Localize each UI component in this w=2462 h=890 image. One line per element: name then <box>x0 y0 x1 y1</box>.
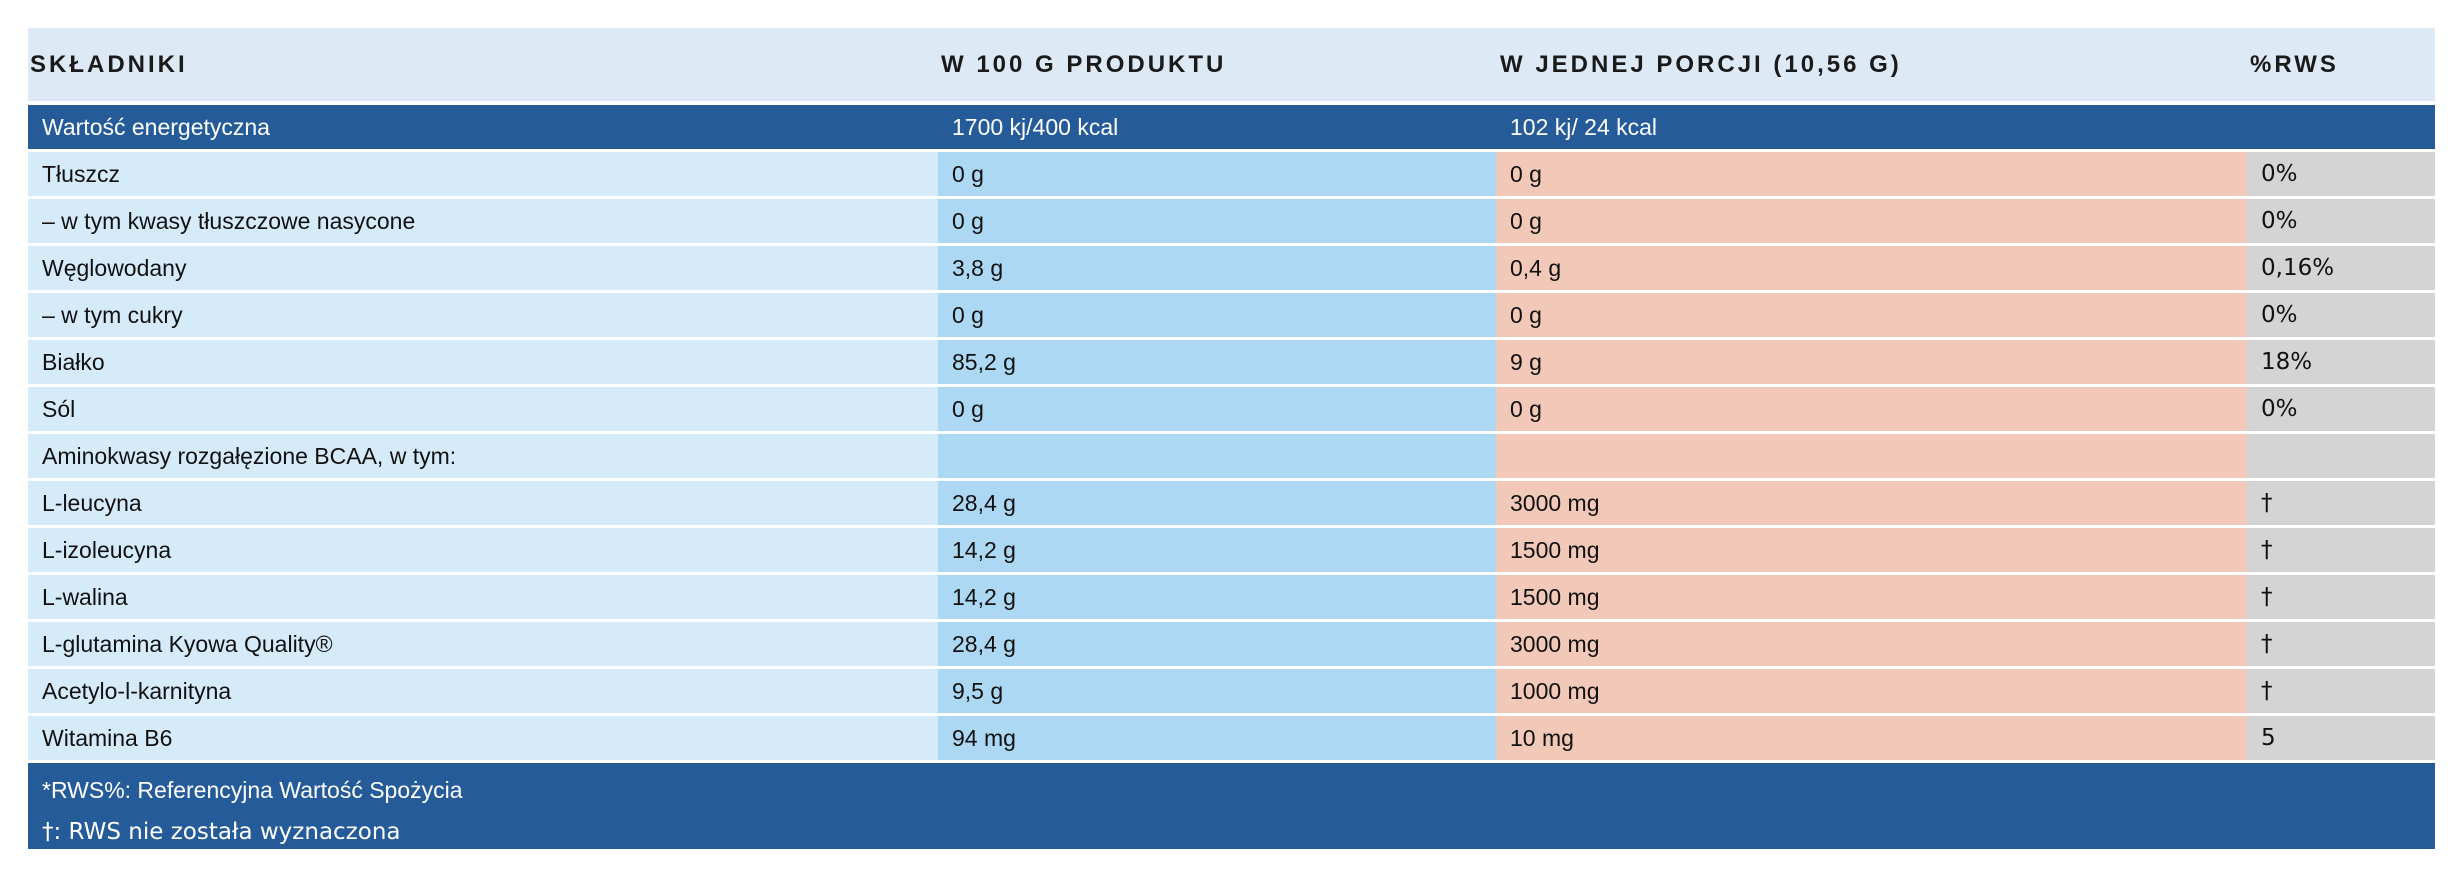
table-row: L-glutamina Kyowa Quality® 28,4 g 3000 mg † <box>28 619 2435 668</box>
value-per-100g: 3,8 g <box>938 243 1496 292</box>
value-per-100g: 28,4 g <box>938 619 1496 668</box>
ingredient-name: Witamina B6 <box>28 713 938 760</box>
ingredient-name: – w tym kwasy tłuszczowe nasycone <box>28 196 938 245</box>
footnote-rws: *RWS%: Referencyjna Wartość Spożycia <box>42 777 463 803</box>
value-per-serving: 1000 mg <box>1496 666 2247 715</box>
ingredient-name: Acetylo-l-karnityna <box>28 666 938 715</box>
header-rws: %RWS <box>2247 28 2435 101</box>
value-per-serving: 0,4 g <box>1496 243 2247 292</box>
value-per-serving: 1500 mg <box>1496 572 2247 621</box>
header-ingredients: SKŁADNIKI <box>28 28 938 101</box>
energy-per-100g: 1700 kj/400 kcal <box>938 105 1496 151</box>
table-row: L-leucyna 28,4 g 3000 mg † <box>28 478 2435 527</box>
ingredient-name: Węglowodany <box>28 243 938 292</box>
value-per-serving: 3000 mg <box>1496 478 2247 527</box>
value-per-serving: 0 g <box>1496 290 2247 339</box>
ingredient-name: Tłuszcz <box>28 149 938 198</box>
value-per-serving: 0 g <box>1496 196 2247 245</box>
value-per-100g: 0 g <box>938 149 1496 198</box>
value-per-100g: 85,2 g <box>938 337 1496 386</box>
ingredient-name: Sól <box>28 384 938 433</box>
value-per-serving: 3000 mg <box>1496 619 2247 668</box>
table-row: L-izoleucyna 14,2 g 1500 mg † <box>28 525 2435 574</box>
value-rws: 0% <box>2247 384 2435 433</box>
footnote-dagger: †: RWS nie została wyznaczona <box>42 819 401 845</box>
value-per-100g <box>938 431 1496 480</box>
value-rws: 18% <box>2247 337 2435 386</box>
ingredient-name: Aminokwasy rozgałęzione BCAA, w tym: <box>28 431 938 480</box>
value-per-serving <box>1496 431 2247 480</box>
value-rws: † <box>2247 525 2435 574</box>
value-rws: † <box>2247 478 2435 527</box>
table-row: Witamina B6 94 mg 10 mg 5 <box>28 713 2435 760</box>
ingredient-name: L-izoleucyna <box>28 525 938 574</box>
value-per-serving: 0 g <box>1496 384 2247 433</box>
table-row: Węglowodany 3,8 g 0,4 g 0,16% <box>28 243 2435 292</box>
value-rws: 0,16% <box>2247 243 2435 292</box>
value-per-100g: 94 mg <box>938 713 1496 760</box>
value-per-100g: 9,5 g <box>938 666 1496 715</box>
value-rws: 0% <box>2247 149 2435 198</box>
value-rws: † <box>2247 572 2435 621</box>
table-row: L-walina 14,2 g 1500 mg † <box>28 572 2435 621</box>
value-rws: † <box>2247 619 2435 668</box>
value-per-100g: 0 g <box>938 196 1496 245</box>
value-rws: 0% <box>2247 196 2435 245</box>
nutrition-table: SKŁADNIKI W 100 G PRODUKTU W JEDNEJ PORC… <box>28 28 2435 760</box>
ingredient-name: L-walina <box>28 572 938 621</box>
value-rws: 0% <box>2247 290 2435 339</box>
ingredient-name: – w tym cukry <box>28 290 938 339</box>
value-per-serving: 9 g <box>1496 337 2247 386</box>
energy-per-serving: 102 kj/ 24 kcal <box>1496 105 2247 151</box>
ingredient-name: Białko <box>28 337 938 386</box>
value-rws <box>2247 431 2435 480</box>
value-per-serving: 1500 mg <box>1496 525 2247 574</box>
value-per-100g: 28,4 g <box>938 478 1496 527</box>
table-row: Acetylo-l-karnityna 9,5 g 1000 mg † <box>28 666 2435 715</box>
nutrition-table-container: SKŁADNIKI W 100 G PRODUKTU W JEDNEJ PORC… <box>28 28 2435 849</box>
value-rws: 5 <box>2247 713 2435 760</box>
table-header: SKŁADNIKI W 100 G PRODUKTU W JEDNEJ PORC… <box>28 28 2435 151</box>
value-per-100g: 0 g <box>938 290 1496 339</box>
value-per-100g: 0 g <box>938 384 1496 433</box>
energy-label: Wartość energetyczna <box>28 105 938 151</box>
energy-row: Wartość energetyczna 1700 kj/400 kcal 10… <box>28 105 2435 151</box>
value-per-100g: 14,2 g <box>938 525 1496 574</box>
table-row: Aminokwasy rozgałęzione BCAA, w tym: <box>28 431 2435 480</box>
energy-rws <box>2247 105 2435 151</box>
value-per-serving: 0 g <box>1496 149 2247 198</box>
ingredient-name: L-leucyna <box>28 478 938 527</box>
ingredient-name: L-glutamina Kyowa Quality® <box>28 619 938 668</box>
table-footer: *RWS%: Referencyjna Wartość Spożycia †: … <box>28 763 2435 849</box>
value-per-100g: 14,2 g <box>938 572 1496 621</box>
value-per-serving: 10 mg <box>1496 713 2247 760</box>
header-per-100g: W 100 G PRODUKTU <box>938 28 1496 101</box>
value-rws: † <box>2247 666 2435 715</box>
header-per-serving: W JEDNEJ PORCJI (10,56 G) <box>1496 28 2247 101</box>
